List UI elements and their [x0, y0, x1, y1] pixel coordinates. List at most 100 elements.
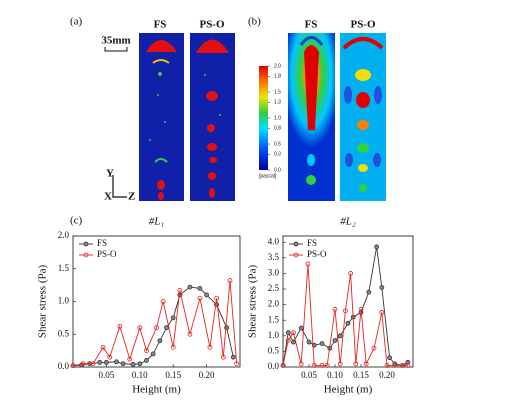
data-point [379, 310, 385, 315]
data-point [100, 344, 106, 350]
data-point [170, 315, 176, 321]
plot-frame [282, 235, 414, 368]
x-tick-label: 0.20 [199, 370, 215, 380]
data-point [392, 363, 398, 368]
data-point [80, 361, 86, 367]
data-point [104, 360, 109, 365]
data-point [298, 361, 304, 367]
data-point [387, 355, 393, 361]
data-point [345, 320, 351, 326]
column-label: FS [305, 19, 318, 31]
data-point [306, 339, 312, 345]
scale-bar [104, 47, 128, 52]
data-point [127, 356, 133, 362]
column-label: PS-O [199, 19, 225, 31]
data-point [177, 287, 183, 293]
legend-label: PS-O [97, 249, 117, 259]
data-point [353, 361, 359, 367]
chart-title: #L₂ [340, 216, 356, 228]
data-point [332, 338, 338, 343]
y-tick-label: 3.5 [268, 252, 280, 262]
legend-marker [293, 241, 299, 247]
x-tick-label: 0.10 [327, 370, 343, 380]
data-point [214, 295, 220, 301]
series-line [282, 264, 408, 366]
data-point [197, 285, 203, 291]
colorbar-tick-label: 1.3 [274, 100, 281, 106]
data-point [342, 308, 348, 314]
data-point [285, 338, 291, 343]
data-point [120, 361, 126, 367]
colorbar-tick-label: 2.0 [274, 63, 281, 69]
data-point [144, 348, 149, 354]
data-point [405, 363, 411, 368]
chart-title: #L₁ [149, 216, 165, 228]
colorbar-tick-label: 1.8 [274, 74, 281, 80]
colorbar [259, 66, 268, 170]
series-line [282, 246, 409, 366]
data-point [207, 344, 213, 350]
simulation-image [139, 33, 235, 201]
data-point [374, 244, 380, 250]
data-point [337, 361, 343, 367]
axis-letter: Y [106, 168, 114, 180]
legend-marker [83, 252, 89, 258]
legend-label: PS-O [307, 249, 327, 259]
data-point [97, 360, 103, 365]
y-tick-label: 4.0 [268, 236, 280, 246]
data-point [204, 292, 210, 298]
data-point [298, 325, 304, 331]
data-point [157, 338, 163, 344]
colorbar-tick-label: 1.5 [274, 89, 281, 95]
data-point [227, 278, 233, 283]
data-point [107, 354, 113, 360]
data-point [130, 361, 136, 367]
simulation-image [288, 33, 386, 201]
data-point [379, 285, 385, 290]
axis-letter: Z [128, 191, 135, 203]
legend-marker [293, 252, 299, 258]
data-point [187, 284, 193, 290]
x-tick-label: 0.05 [99, 370, 115, 380]
data-point [311, 363, 317, 368]
data-point [319, 363, 325, 368]
colorbar-tick-label: 1.0 [274, 115, 281, 121]
data-point [290, 330, 296, 336]
y-tick-label: 1.0 [268, 330, 280, 340]
x-tick-label: 0.15 [165, 370, 181, 380]
y-tick-label: 2.0 [58, 230, 70, 240]
colorbar-tick-label: 0.5 [274, 141, 281, 147]
data-point [154, 325, 159, 331]
colorbar-tick-label: 0.8 [274, 126, 281, 132]
panel-label: (a) [70, 16, 83, 28]
colorbar-unit: [pascal] [259, 173, 277, 179]
data-point [305, 261, 311, 267]
scale-bar-label: 35mm [101, 35, 130, 47]
x-tick-label: 0.15 [353, 370, 369, 380]
data-point [70, 363, 76, 369]
y-tick-label: 0.0 [58, 361, 70, 371]
panel-label: (c) [70, 215, 83, 227]
data-point [384, 363, 390, 368]
legend-label: FS [97, 238, 107, 248]
axis-letter: X [104, 191, 112, 203]
data-point [400, 363, 406, 368]
y-axis-label: Shear stress (Pa) [247, 265, 259, 339]
x-tick-label: 0.20 [379, 370, 395, 380]
y-tick-label: 1.5 [268, 314, 280, 324]
data-point [224, 325, 230, 331]
data-point [324, 363, 330, 368]
data-point [160, 299, 166, 304]
data-point [170, 344, 176, 350]
data-point [220, 354, 226, 360]
data-point [197, 295, 203, 301]
y-tick-label: 1.5 [58, 263, 70, 273]
data-point [371, 345, 377, 351]
y-tick-label: 1.0 [58, 296, 70, 306]
data-point [358, 306, 364, 312]
data-point [332, 306, 338, 312]
y-tick-label: 0.0 [268, 361, 280, 371]
data-point [280, 363, 286, 368]
data-point [137, 325, 143, 331]
x-tick-label: 0.10 [132, 370, 148, 380]
